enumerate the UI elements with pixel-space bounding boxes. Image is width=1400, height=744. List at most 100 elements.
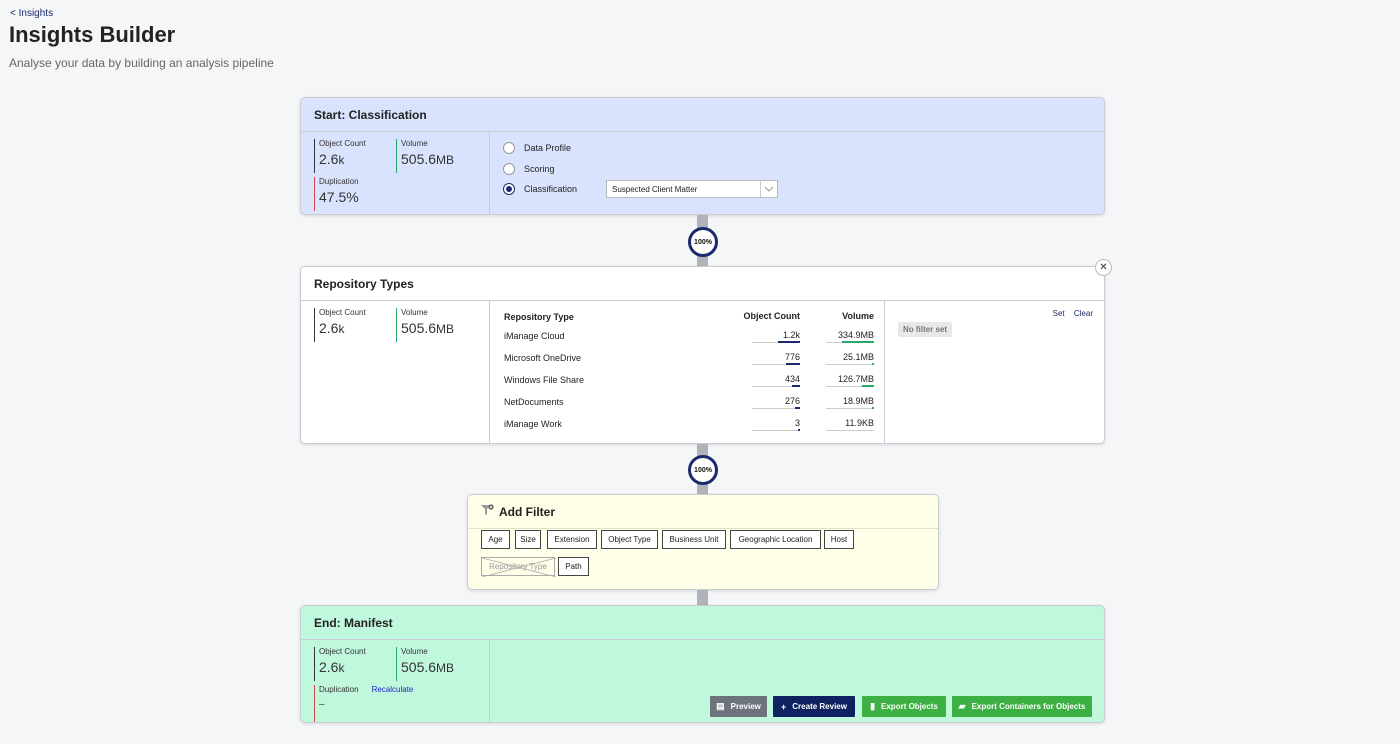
filter-chip-size[interactable]: Size <box>515 530 541 549</box>
volume-cell: 11.9KB <box>826 418 874 431</box>
radio-data-profile[interactable] <box>503 142 515 154</box>
filter-panel: Set Clear No filter set <box>884 301 1105 444</box>
analysis-options: Data Profile Scoring Classification Susp… <box>490 132 1104 214</box>
object-count-bar <box>794 406 800 409</box>
filter-chip-business-unit[interactable]: Business Unit <box>662 530 726 549</box>
end-stats: Object Count 2.6k Volume 505.6MB Duplica… <box>301 640 490 722</box>
back-to-insights-link[interactable]: < Insights <box>10 8 54 19</box>
duplication-label: Duplication <box>319 177 359 186</box>
radio-scoring[interactable] <box>503 163 515 175</box>
filter-chip-repository-type-disabled: Repository Type <box>481 557 556 577</box>
object-count-label: Object Count <box>319 308 366 317</box>
table-row: Microsoft OneDrive 776 25.1MB <box>504 347 876 369</box>
volume-value: 505.6MB <box>401 320 455 336</box>
volume-cell: 126.7MB <box>826 374 874 387</box>
object-count-bar <box>798 428 800 431</box>
object-count-label: Object Count <box>319 647 366 656</box>
volume-label: Volume <box>401 647 428 656</box>
volume-cell: 25.1MB <box>826 352 874 365</box>
volume-stat: Volume 505.6MB <box>396 647 454 681</box>
option-label: Data Profile <box>524 143 572 153</box>
end-card-title: End: Manifest <box>301 606 1104 640</box>
table-row: iManage Work 3 11.9KB <box>504 413 876 435</box>
object-count-stat: Object Count 2.6k <box>314 647 366 681</box>
object-count-bar <box>785 362 800 365</box>
repo-card-title: Repository Types <box>301 267 1104 301</box>
recalculate-link[interactable]: Recalculate <box>371 685 414 694</box>
plus-icon: + <box>781 701 787 712</box>
add-filter-card: Add Filter Age Size Extension Object Typ… <box>467 494 939 590</box>
repository-types-card: Repository Types ✕ Object Count 2.6k Vol… <box>300 259 1112 444</box>
filter-chip-object-type[interactable]: Object Type <box>601 530 658 549</box>
object-count-cell: 776 <box>752 352 800 365</box>
classification-select-value: Suspected Client Matter <box>612 184 698 194</box>
classification-select[interactable]: Suspected Client Matter <box>606 180 778 198</box>
repo-stats: Object Count 2.6k Volume 505.6MB <box>301 301 490 443</box>
repository-type-name: NetDocuments <box>504 397 564 407</box>
set-filter-link[interactable]: Set <box>1052 309 1065 318</box>
repository-type-table: Repository Type Object Count Volume iMan… <box>504 309 876 435</box>
no-filter-badge: No filter set <box>898 322 953 337</box>
object-count-cell: 434 <box>752 374 800 387</box>
option-label: Scoring <box>524 164 555 174</box>
start-card-title: Start: Classification <box>301 98 1104 132</box>
object-count-label: Object Count <box>319 139 366 148</box>
option-scoring[interactable]: Scoring <box>503 163 555 175</box>
duplication-stat: Duplication 47.5% <box>314 177 359 211</box>
filter-links: Set Clear <box>1046 309 1093 318</box>
volume-label: Volume <box>401 139 428 148</box>
duplication-label: Duplication Recalculate <box>319 685 414 694</box>
object-count-stat: Object Count 2.6k <box>314 308 366 342</box>
volume-cell: 18.9MB <box>826 396 874 409</box>
filter-add-icon <box>481 504 494 519</box>
filter-chip-host[interactable]: Host <box>824 530 854 549</box>
object-count-cell: 276 <box>752 396 800 409</box>
column-header-object-count: Object Count <box>743 311 801 321</box>
pipeline-connector <box>697 590 708 605</box>
radio-classification[interactable] <box>503 183 515 195</box>
strikethrough-cross-icon <box>482 558 556 577</box>
page-title: Insights Builder <box>9 22 176 47</box>
chevron-down-icon <box>760 181 777 197</box>
repository-type-name: iManage Cloud <box>504 331 565 341</box>
repository-type-name: iManage Work <box>504 419 562 429</box>
object-count-value: 2.6k <box>319 320 345 336</box>
file-icon: ▮ <box>870 701 876 711</box>
column-header-repository-type: Repository Type <box>504 312 574 322</box>
start-classification-card: Start: Classification Object Count 2.6k … <box>300 97 1105 215</box>
repository-type-name: Microsoft OneDrive <box>504 353 582 363</box>
filter-chip-geographic-location[interactable]: Geographic Location <box>730 530 821 549</box>
volume-stat: Volume 505.6MB <box>396 139 454 173</box>
export-containers-button[interactable]: ▰ Export Containers for Objects <box>952 696 1092 717</box>
option-label: Classification <box>524 184 578 194</box>
duplication-value: 47.5% <box>319 189 359 205</box>
duplication-stat: Duplication Recalculate – <box>314 685 414 722</box>
page-subtitle: Analyse your data by building an analysi… <box>9 56 274 70</box>
filter-chip-extension[interactable]: Extension <box>547 530 597 549</box>
object-count-stat: Object Count 2.6k <box>314 139 366 173</box>
clear-filter-link[interactable]: Clear <box>1073 309 1093 318</box>
preview-button[interactable]: ▤ Preview <box>710 696 767 717</box>
volume-value: 505.6MB <box>401 151 455 167</box>
volume-stat: Volume 505.6MB <box>396 308 454 342</box>
volume-bar <box>872 406 874 409</box>
filter-chip-path[interactable]: Path <box>558 557 589 576</box>
close-icon[interactable]: ✕ <box>1095 259 1112 276</box>
option-classification[interactable]: Classification <box>503 183 577 195</box>
column-header-volume: Volume <box>842 311 874 321</box>
create-review-button[interactable]: + Create Review <box>773 696 855 717</box>
add-filter-title: Add Filter <box>499 504 555 519</box>
volume-bar <box>842 340 874 343</box>
folder-icon: ▰ <box>958 701 966 711</box>
preview-icon: ▤ <box>716 701 725 711</box>
option-data-profile[interactable]: Data Profile <box>503 142 571 154</box>
object-count-bar <box>777 340 800 343</box>
volume-cell: 334.9MB <box>826 330 874 343</box>
table-row: NetDocuments 276 18.9MB <box>504 391 876 413</box>
filter-chip-age[interactable]: Age <box>481 530 510 549</box>
start-stats: Object Count 2.6k Volume 505.6MB Duplica… <box>301 132 490 214</box>
object-count-value: 2.6k <box>319 659 345 675</box>
export-objects-button[interactable]: ▮ Export Objects <box>862 696 946 717</box>
volume-bar <box>871 362 874 365</box>
table-row: iManage Cloud 1.2k 334.9MB <box>504 325 876 347</box>
